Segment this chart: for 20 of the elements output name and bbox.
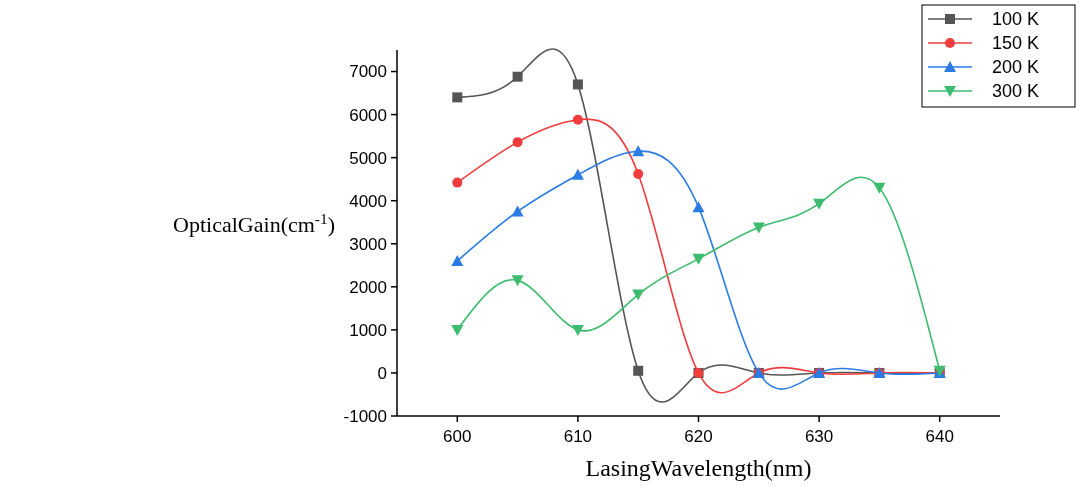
y-tick-label: 5000 [349, 148, 387, 168]
x-tick-label: 640 [925, 427, 954, 446]
legend-label: 100 K [992, 9, 1040, 30]
y-axis-title: OpticalGain(cm$^{-1}$) [173, 209, 335, 237]
x-tick-label: 610 [563, 427, 593, 446]
y-tick-label: 2000 [349, 277, 387, 297]
y-tick-label: 7000 [349, 62, 387, 82]
x-axis-title: LasingWavelength(nm) [585, 455, 812, 481]
y-tick-label: 3000 [349, 234, 387, 254]
legend-label: 200 K [992, 57, 1040, 78]
legend-label: 150 K [992, 33, 1040, 54]
x-tick-label: 600 [443, 427, 472, 446]
legend-label: 300 K [992, 81, 1040, 102]
y-tick-label: -1000 [343, 406, 387, 426]
y-tick-label: 0 [377, 363, 387, 383]
y-tick-label: 1000 [349, 320, 387, 340]
y-tick-label: 4000 [349, 191, 387, 211]
y-tick-label: 6000 [349, 105, 387, 125]
x-tick-label: 620 [684, 427, 713, 446]
x-tick-label: 630 [804, 427, 834, 446]
